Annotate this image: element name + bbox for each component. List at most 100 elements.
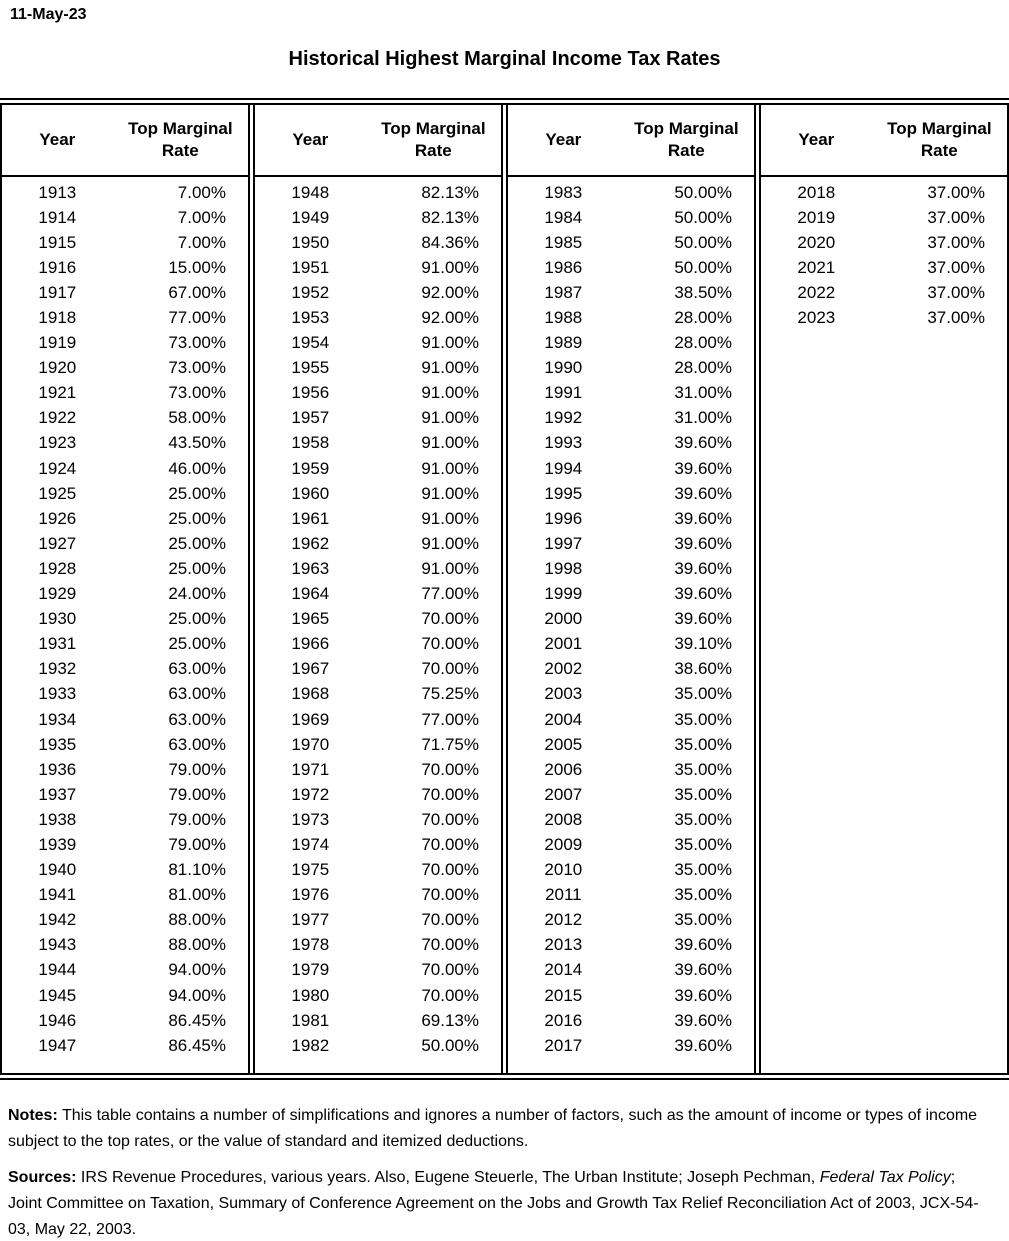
table-row: 1956 91.00% xyxy=(255,381,501,406)
year-cell: 1991 xyxy=(544,383,583,403)
table-row: 1942 88.00% xyxy=(2,908,248,933)
rate-cell: 28.00% xyxy=(674,333,732,353)
year-cell: 1935 xyxy=(38,734,77,754)
table-row: 1975 70.00% xyxy=(255,858,501,883)
table-row: 1954 91.00% xyxy=(255,331,501,356)
rate-cell: 39.10% xyxy=(674,634,732,654)
rate-cell: 35.00% xyxy=(674,885,732,905)
rate-cell: 37.00% xyxy=(927,232,985,252)
table-row: 1938 79.00% xyxy=(2,807,248,832)
year-cell: 1987 xyxy=(544,282,583,302)
year-cell: 2005 xyxy=(544,734,583,754)
rate-cell: 50.00% xyxy=(674,207,732,227)
group-rows: 1983 50.00% 1984 50.00% 1985 50.00% 1986 50.00%… xyxy=(508,177,754,1073)
table-row: 1920 73.00% xyxy=(2,356,248,381)
rate-cell: 94.00% xyxy=(168,960,226,980)
year-cell: 1917 xyxy=(38,282,77,302)
table-row: 1979 70.00% xyxy=(255,958,501,983)
year-cell: 2013 xyxy=(544,935,583,955)
rate-cell: 15.00% xyxy=(168,257,226,277)
year-cell: 1946 xyxy=(38,1010,77,1030)
rate-cell: 92.00% xyxy=(421,282,479,302)
rate-column-header: Top Marginal Rate xyxy=(634,119,739,160)
table-group-1913-1947: Year Top Marginal Rate 1913 7.00% 1914 7.00… xyxy=(2,105,248,1073)
table-row: 1959 91.00% xyxy=(255,456,501,481)
year-cell: 2004 xyxy=(544,709,583,729)
rate-cell: 35.00% xyxy=(674,684,732,704)
table-row: 1914 7.00% xyxy=(2,205,248,230)
rate-cell: 35.00% xyxy=(674,759,732,779)
year-cell: 2019 xyxy=(797,207,836,227)
rate-cell: 28.00% xyxy=(674,308,732,328)
table-row: 1933 63.00% xyxy=(2,682,248,707)
table-row: 2012 35.00% xyxy=(508,908,754,933)
table-row: 1971 70.00% xyxy=(255,757,501,782)
rate-cell: 91.00% xyxy=(421,483,479,503)
rate-cell: 91.00% xyxy=(421,508,479,528)
year-cell: 1933 xyxy=(38,684,77,704)
table-row: 1943 88.00% xyxy=(2,933,248,958)
year-cell: 1930 xyxy=(38,609,77,629)
year-cell: 2018 xyxy=(797,182,836,202)
rate-cell: 77.00% xyxy=(168,308,226,328)
year-cell: 1999 xyxy=(544,584,583,604)
year-cell: 1958 xyxy=(291,433,330,453)
table-row: 1923 43.50% xyxy=(2,431,248,456)
rate-cell: 88.00% xyxy=(168,910,226,930)
table-row: 1958 91.00% xyxy=(255,431,501,456)
table-row: 1980 70.00% xyxy=(255,983,501,1008)
rate-cell: 50.00% xyxy=(674,182,732,202)
year-cell: 1952 xyxy=(291,282,330,302)
year-cell: 1927 xyxy=(38,533,77,553)
table-row: 2001 39.10% xyxy=(508,632,754,657)
year-column-header: Year xyxy=(545,130,582,149)
rate-cell: 35.00% xyxy=(674,809,732,829)
table-row: 2018 37.00% xyxy=(761,180,1007,205)
year-cell: 1980 xyxy=(291,985,330,1005)
rate-cell: 7.00% xyxy=(177,232,226,252)
table-row: 1921 73.00% xyxy=(2,381,248,406)
year-cell: 1931 xyxy=(38,634,77,654)
table-row: 1968 75.25% xyxy=(255,682,501,707)
table-row: 2009 35.00% xyxy=(508,832,754,857)
table-row: 1999 39.60% xyxy=(508,582,754,607)
table-row: 1962 91.00% xyxy=(255,531,501,556)
year-cell: 1918 xyxy=(38,308,77,328)
year-cell: 2010 xyxy=(544,860,583,880)
rate-cell: 37.00% xyxy=(927,282,985,302)
table-row: 2008 35.00% xyxy=(508,807,754,832)
year-cell: 2020 xyxy=(797,232,836,252)
rate-cell: 38.60% xyxy=(674,659,732,679)
rate-cell: 39.60% xyxy=(674,985,732,1005)
table-row: 1969 77.00% xyxy=(255,707,501,732)
year-cell: 1951 xyxy=(291,257,330,277)
rate-cell: 77.00% xyxy=(421,584,479,604)
group-header: Year Top Marginal Rate xyxy=(255,105,501,177)
year-cell: 2002 xyxy=(544,659,583,679)
table-row: 1984 50.00% xyxy=(508,205,754,230)
rate-cell: 79.00% xyxy=(168,759,226,779)
table-top-border xyxy=(0,98,1009,105)
table-row: 1993 39.60% xyxy=(508,431,754,456)
table-row: 2010 35.00% xyxy=(508,858,754,883)
table-row: 2004 35.00% xyxy=(508,707,754,732)
table-row: 1972 70.00% xyxy=(255,782,501,807)
table-row: 1974 70.00% xyxy=(255,832,501,857)
year-cell: 2003 xyxy=(544,684,583,704)
year-cell: 2007 xyxy=(544,784,583,804)
year-cell: 1923 xyxy=(38,433,77,453)
table-row: 1957 91.00% xyxy=(255,406,501,431)
rate-cell: 79.00% xyxy=(168,834,226,854)
table-row: 2013 39.60% xyxy=(508,933,754,958)
rate-cell: 75.25% xyxy=(421,684,479,704)
year-cell: 2016 xyxy=(544,1010,583,1030)
rate-cell: 50.00% xyxy=(421,1035,479,1055)
column-group-divider xyxy=(501,105,508,1073)
table-row: 1916 15.00% xyxy=(2,255,248,280)
year-cell: 2022 xyxy=(797,282,836,302)
year-cell: 1950 xyxy=(291,232,330,252)
year-cell: 1989 xyxy=(544,333,583,353)
rate-cell: 7.00% xyxy=(177,207,226,227)
year-cell: 2023 xyxy=(797,308,836,328)
table-row: 1992 31.00% xyxy=(508,406,754,431)
